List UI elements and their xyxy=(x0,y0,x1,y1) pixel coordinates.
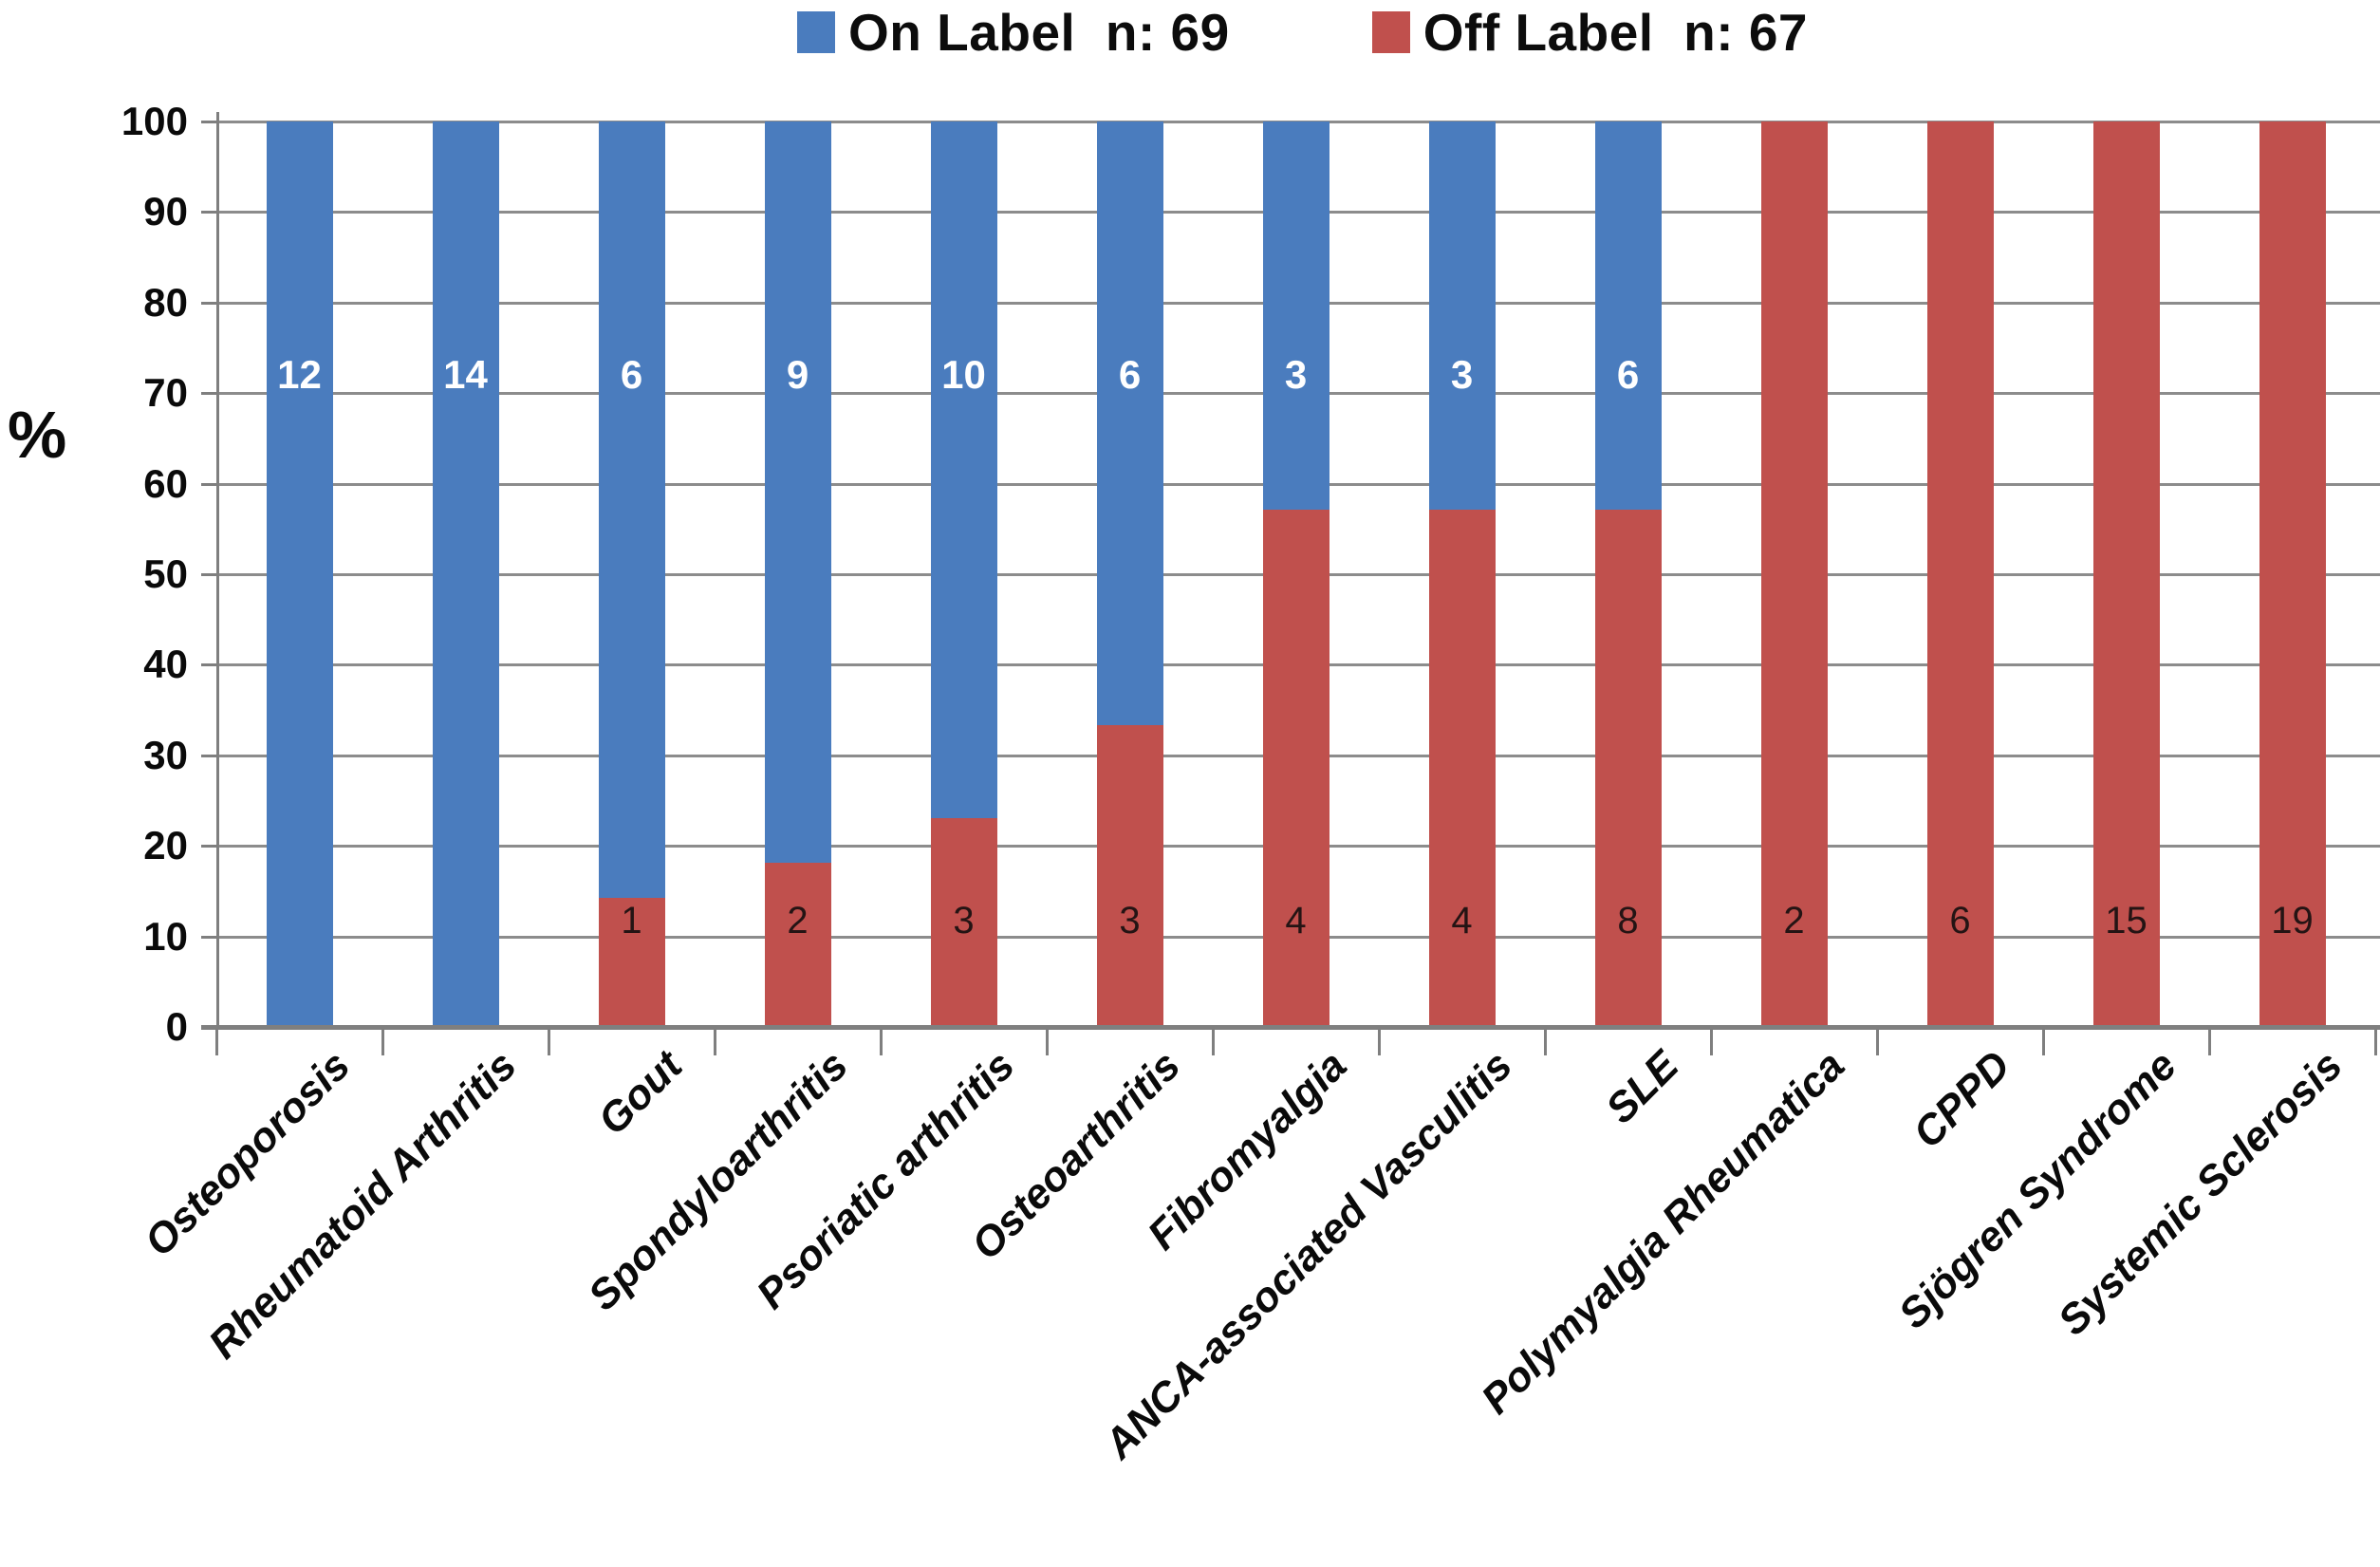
y-tick-label-20: 20 xyxy=(143,823,188,868)
y-tick-label-40: 40 xyxy=(143,642,188,687)
category-label: Rheumatoid Arthritis xyxy=(199,1042,526,1368)
y-tick-label-50: 50 xyxy=(143,551,188,596)
x-axis-tick-0 xyxy=(215,1027,218,1055)
x-axis-tick-5 xyxy=(1046,1027,1049,1055)
off-label-count: 3 xyxy=(953,900,975,942)
y-axis-tick-70 xyxy=(201,392,216,396)
bar-segment-off-label xyxy=(598,897,665,1027)
bar-segment-off-label xyxy=(764,862,831,1027)
bar-segment-off-label xyxy=(930,817,997,1027)
off-label-count: 2 xyxy=(787,900,809,942)
legend-label-off: Off Label n: 67 xyxy=(1422,3,1809,62)
x-axis-tick-12 xyxy=(2208,1027,2211,1055)
x-axis-tick-8 xyxy=(1544,1027,1547,1055)
on-label-count: 3 xyxy=(1284,352,1308,398)
x-axis-tick-7 xyxy=(1378,1027,1381,1055)
x-axis-tick-4 xyxy=(880,1027,883,1055)
x-axis-line xyxy=(201,1025,2380,1030)
off-label-count: 8 xyxy=(1617,900,1639,942)
off-label-swatch-icon xyxy=(1371,11,1410,53)
bar-segment-on-label xyxy=(1096,121,1163,725)
on-label-swatch-icon xyxy=(797,11,835,53)
y-axis-tick-10 xyxy=(201,935,216,939)
x-axis-tick-1 xyxy=(381,1027,384,1055)
bar-segment-off-label xyxy=(1428,509,1496,1027)
off-label-count: 1 xyxy=(621,900,642,942)
bar-segment-on-label xyxy=(930,121,997,818)
category-label: Sjögren Syndrome xyxy=(1889,1042,2186,1338)
y-axis-title: % xyxy=(8,398,67,472)
on-label-count: 10 xyxy=(941,352,986,398)
y-tick-label-80: 80 xyxy=(143,279,188,325)
y-axis-tick-80 xyxy=(201,301,216,305)
x-axis-tick-6 xyxy=(1212,1027,1215,1055)
bar-segment-off-label xyxy=(1594,509,1662,1027)
on-label-count: 6 xyxy=(1118,352,1142,398)
off-label-count: 6 xyxy=(1949,900,1971,942)
category-label: Gout xyxy=(588,1042,692,1145)
bar-segment-on-label xyxy=(1262,121,1329,510)
y-tick-label-100: 100 xyxy=(121,99,188,143)
off-label-count: 4 xyxy=(1451,900,1473,942)
y-axis-tick-90 xyxy=(201,211,216,215)
bar-segment-off-label xyxy=(1262,509,1329,1027)
legend-label-on: On Label n: 69 xyxy=(848,3,1230,62)
bar-segment-off-label xyxy=(1926,121,1994,1027)
bar-segment-off-label xyxy=(1096,725,1163,1027)
bar-segment-off-label xyxy=(2259,121,2326,1027)
category-label: SLE xyxy=(1596,1042,1688,1133)
y-tick-label-30: 30 xyxy=(143,732,188,777)
y-axis-tick-60 xyxy=(201,482,216,486)
on-label-count: 14 xyxy=(443,352,488,398)
off-label-count: 4 xyxy=(1285,900,1307,942)
bar-segment-off-label xyxy=(1760,121,1828,1027)
y-axis-tick-50 xyxy=(201,573,216,576)
y-tick-label-10: 10 xyxy=(143,913,188,959)
y-axis-tick-30 xyxy=(201,754,216,757)
off-label-count: 19 xyxy=(2271,900,2314,942)
off-label-count: 2 xyxy=(1783,900,1805,942)
y-axis-line xyxy=(216,112,219,1029)
bar-segment-on-label xyxy=(598,121,665,898)
on-label-count: 3 xyxy=(1450,352,1474,398)
bar-segment-on-label xyxy=(1594,121,1662,510)
category-label: Systemic Sclerosis xyxy=(2049,1042,2352,1345)
y-axis-tick-40 xyxy=(201,663,216,667)
legend-item-on-label: On Label n: 69 xyxy=(797,2,1230,63)
off-label-count: 15 xyxy=(2105,900,2148,942)
bar-segment-on-label xyxy=(266,121,333,1027)
legend-item-off-label: Off Label n: 67 xyxy=(1371,2,1809,63)
y-tick-label-0: 0 xyxy=(165,1004,188,1049)
y-tick-label-60: 60 xyxy=(143,460,188,506)
y-axis-tick-100 xyxy=(201,121,216,123)
x-axis-tick-13 xyxy=(2374,1027,2377,1055)
x-axis-tick-10 xyxy=(1876,1027,1879,1055)
bar-segment-on-label xyxy=(1428,121,1496,510)
on-label-count: 6 xyxy=(620,352,643,398)
y-axis-tick-20 xyxy=(201,845,216,849)
on-label-count: 9 xyxy=(786,352,809,398)
category-label: CPPD xyxy=(1905,1042,2020,1158)
legend: On Label n: 69 Off Label n: 67 xyxy=(797,2,1808,63)
y-tick-label-90: 90 xyxy=(143,189,188,234)
x-axis-tick-9 xyxy=(1710,1027,1713,1055)
off-label-count: 3 xyxy=(1119,900,1141,942)
bar-segment-on-label xyxy=(432,121,499,1027)
on-label-count: 12 xyxy=(277,352,322,398)
bar-segment-on-label xyxy=(764,121,831,863)
on-label-count: 6 xyxy=(1616,352,1640,398)
x-axis-tick-11 xyxy=(2042,1027,2045,1055)
x-axis-tick-2 xyxy=(548,1027,550,1055)
y-tick-label-70: 70 xyxy=(143,370,188,416)
x-axis-tick-3 xyxy=(714,1027,716,1055)
bar-segment-off-label xyxy=(2092,121,2160,1027)
